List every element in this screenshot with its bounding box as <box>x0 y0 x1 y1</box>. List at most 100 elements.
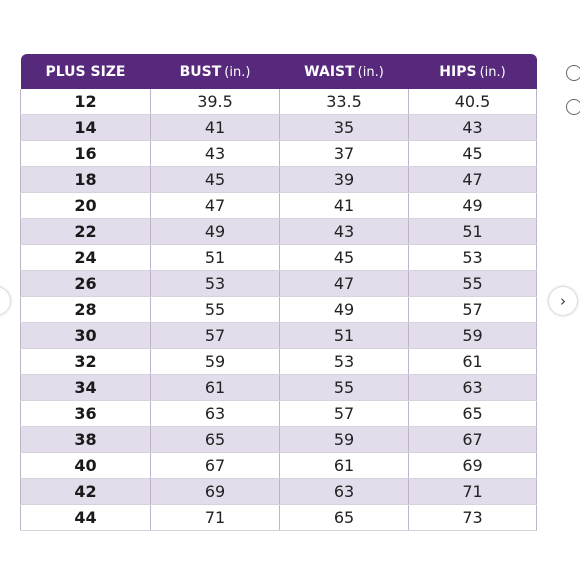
size-chart-table: PLUS SIZE BUST (in.) WAIST (in.) HIPS (in.)… <box>20 54 537 531</box>
cell-size: 12 <box>20 89 151 115</box>
cell-waist: 51 <box>279 322 409 349</box>
cell-bust: 71 <box>150 504 280 531</box>
previous-image-button[interactable]: ‹ <box>0 287 10 315</box>
cell-waist: 59 <box>279 426 409 453</box>
cell-hips: 63 <box>408 374 537 401</box>
table-row: 32 59 53 61 <box>20 348 537 375</box>
cell-waist: 35 <box>279 114 409 141</box>
cell-bust: 55 <box>150 296 280 323</box>
table-row: 42 69 63 71 <box>20 478 537 505</box>
cell-size: 34 <box>20 374 151 401</box>
cell-bust: 49 <box>150 218 280 245</box>
cell-waist: 53 <box>279 348 409 375</box>
table-row: 14 41 35 43 <box>20 114 537 141</box>
header-label: HIPS <box>439 63 477 80</box>
next-image-button[interactable]: › <box>549 287 577 315</box>
cell-hips: 40.5 <box>408 89 537 115</box>
cell-waist: 65 <box>279 504 409 531</box>
circle-icon[interactable] <box>566 65 580 81</box>
cell-hips: 55 <box>408 270 537 297</box>
cell-hips: 69 <box>408 452 537 479</box>
header-label: WAIST <box>304 63 355 80</box>
cell-waist: 43 <box>279 218 409 245</box>
table-row: 30 57 51 59 <box>20 322 537 349</box>
cell-size: 18 <box>20 166 151 193</box>
table-row: 16 43 37 45 <box>20 140 537 167</box>
cell-bust: 67 <box>150 452 280 479</box>
header-bust: BUST (in.) <box>151 54 280 89</box>
cell-waist: 45 <box>279 244 409 271</box>
cell-bust: 53 <box>150 270 280 297</box>
cell-bust: 43 <box>150 140 280 167</box>
size-chart-body: 12 39.5 33.5 40.5 14 41 35 43 16 43 37 45 18 45 39 47 20… <box>20 89 537 531</box>
cell-hips: 47 <box>408 166 537 193</box>
cell-bust: 45 <box>150 166 280 193</box>
cell-hips: 65 <box>408 400 537 427</box>
header-hips: HIPS (in.) <box>409 54 537 89</box>
table-row: 18 45 39 47 <box>20 166 537 193</box>
circle-icon[interactable] <box>566 99 580 115</box>
cell-hips: 73 <box>408 504 537 531</box>
table-row: 44 71 65 73 <box>20 504 537 531</box>
table-row: 40 67 61 69 <box>20 452 537 479</box>
cell-size: 14 <box>20 114 151 141</box>
cell-size: 24 <box>20 244 151 271</box>
cell-bust: 39.5 <box>150 89 280 115</box>
table-row: 26 53 47 55 <box>20 270 537 297</box>
cell-size: 42 <box>20 478 151 505</box>
cell-hips: 57 <box>408 296 537 323</box>
cell-hips: 43 <box>408 114 537 141</box>
table-row: 20 47 41 49 <box>20 192 537 219</box>
cell-bust: 63 <box>150 400 280 427</box>
cell-waist: 57 <box>279 400 409 427</box>
header-label: PLUS SIZE <box>45 63 126 80</box>
cell-waist: 49 <box>279 296 409 323</box>
cell-size: 44 <box>20 504 151 531</box>
cell-waist: 61 <box>279 452 409 479</box>
cell-bust: 69 <box>150 478 280 505</box>
table-row: 36 63 57 65 <box>20 400 537 427</box>
cell-size: 20 <box>20 192 151 219</box>
cell-size: 38 <box>20 426 151 453</box>
cell-waist: 55 <box>279 374 409 401</box>
cell-waist: 37 <box>279 140 409 167</box>
table-row: 34 61 55 63 <box>20 374 537 401</box>
cell-hips: 59 <box>408 322 537 349</box>
header-label: BUST <box>179 63 222 80</box>
cell-size: 30 <box>20 322 151 349</box>
cell-hips: 71 <box>408 478 537 505</box>
table-row: 22 49 43 51 <box>20 218 537 245</box>
table-row: 38 65 59 67 <box>20 426 537 453</box>
header-plus-size: PLUS SIZE <box>21 54 151 89</box>
cell-hips: 61 <box>408 348 537 375</box>
cell-waist: 41 <box>279 192 409 219</box>
header-waist: WAIST (in.) <box>280 54 409 89</box>
table-row: 28 55 49 57 <box>20 296 537 323</box>
header-unit: (in.) <box>479 64 506 80</box>
cell-bust: 65 <box>150 426 280 453</box>
cell-hips: 45 <box>408 140 537 167</box>
cell-size: 26 <box>20 270 151 297</box>
cell-bust: 51 <box>150 244 280 271</box>
cell-size: 16 <box>20 140 151 167</box>
chevron-right-icon: › <box>560 292 566 310</box>
cell-waist: 47 <box>279 270 409 297</box>
cell-bust: 41 <box>150 114 280 141</box>
cell-size: 36 <box>20 400 151 427</box>
cell-bust: 59 <box>150 348 280 375</box>
table-row: 24 51 45 53 <box>20 244 537 271</box>
cell-waist: 63 <box>279 478 409 505</box>
cell-bust: 61 <box>150 374 280 401</box>
cell-size: 40 <box>20 452 151 479</box>
cell-waist: 39 <box>279 166 409 193</box>
header-unit: (in.) <box>224 64 251 80</box>
cell-hips: 53 <box>408 244 537 271</box>
cell-hips: 51 <box>408 218 537 245</box>
header-unit: (in.) <box>357 64 384 80</box>
cell-size: 22 <box>20 218 151 245</box>
cell-hips: 49 <box>408 192 537 219</box>
cell-size: 28 <box>20 296 151 323</box>
cell-waist: 33.5 <box>279 89 409 115</box>
size-chart-header: PLUS SIZE BUST (in.) WAIST (in.) HIPS (in.) <box>20 54 537 89</box>
